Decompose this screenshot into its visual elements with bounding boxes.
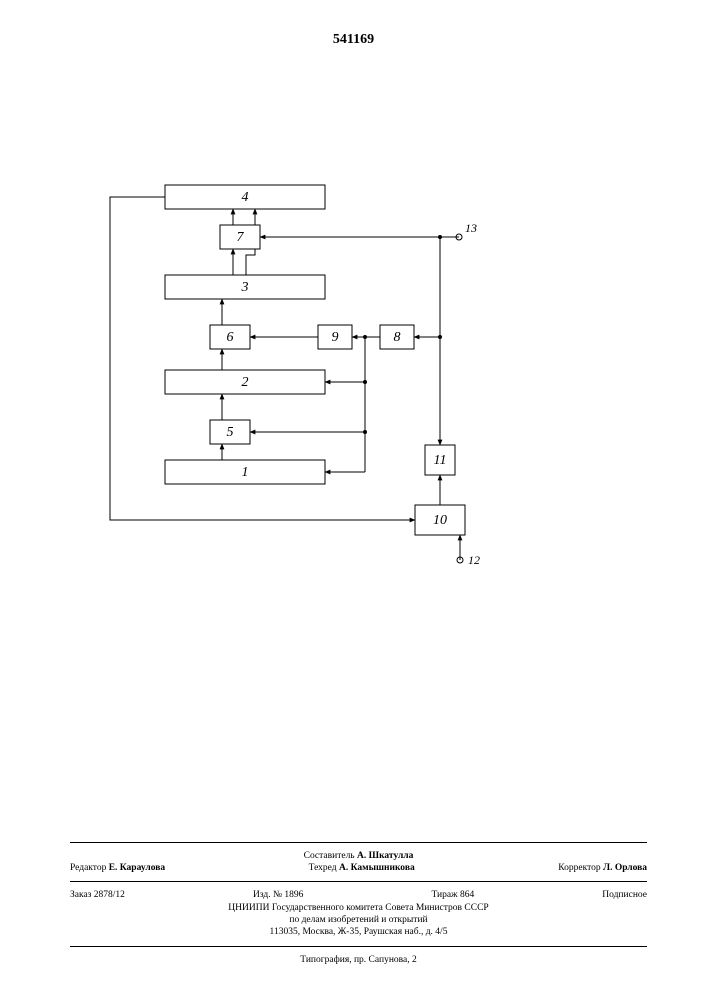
block-label-b10: 10 bbox=[433, 513, 447, 528]
order-number: Заказ 2878/12 bbox=[70, 889, 125, 901]
junction bbox=[438, 335, 442, 339]
junction bbox=[363, 430, 367, 434]
block-label-b3: 3 bbox=[241, 280, 249, 295]
printer-line: Типография, пр. Сапунова, 2 bbox=[70, 954, 647, 966]
junction bbox=[363, 380, 367, 384]
block-label-b7: 7 bbox=[237, 230, 245, 245]
tech-editor: Техред А. Камышникова bbox=[309, 862, 415, 874]
izd-number: Изд. № 1896 bbox=[253, 889, 303, 901]
print-info-row: Заказ 2878/12 Изд. № 1896 Тираж 864 Подп… bbox=[70, 889, 647, 901]
block-label-b2: 2 bbox=[242, 375, 249, 390]
tirazh: Тираж 864 bbox=[431, 889, 474, 901]
address-line: 113035, Москва, Ж-35, Раушская наб., д. … bbox=[70, 926, 647, 938]
block-diagram: 12131234567891011 bbox=[0, 0, 707, 700]
edge bbox=[414, 237, 440, 337]
signed: Подписное bbox=[602, 889, 647, 901]
editor: Редактор Е. Караулова bbox=[70, 862, 165, 874]
block-label-b4: 4 bbox=[242, 190, 249, 205]
block-label-b11: 11 bbox=[434, 453, 447, 468]
block-label-b5: 5 bbox=[227, 425, 234, 440]
block-label-b6: 6 bbox=[227, 330, 234, 345]
org-line-1: ЦНИИПИ Государственного комитета Совета … bbox=[70, 902, 647, 914]
junction bbox=[363, 335, 367, 339]
corrector: Корректор Л. Орлова bbox=[558, 862, 647, 874]
junction bbox=[438, 235, 442, 239]
block-label-b9: 9 bbox=[332, 330, 339, 345]
terminal-label-t12: 12 bbox=[468, 553, 480, 567]
footer: Составитель А. Шкатулла Редактор Е. Кара… bbox=[70, 835, 647, 966]
terminal-label-t13: 13 bbox=[465, 221, 477, 235]
block-label-b1: 1 bbox=[242, 465, 249, 480]
page: 541169 12131234567891011 Составитель А. … bbox=[0, 0, 707, 1000]
credits-row: Редактор Е. Караулова Техред А. Камышник… bbox=[70, 862, 647, 874]
composer-line: Составитель А. Шкатулла bbox=[70, 850, 647, 862]
block-label-b8: 8 bbox=[394, 330, 401, 345]
org-line-2: по делам изобретений и открытий bbox=[70, 914, 647, 926]
